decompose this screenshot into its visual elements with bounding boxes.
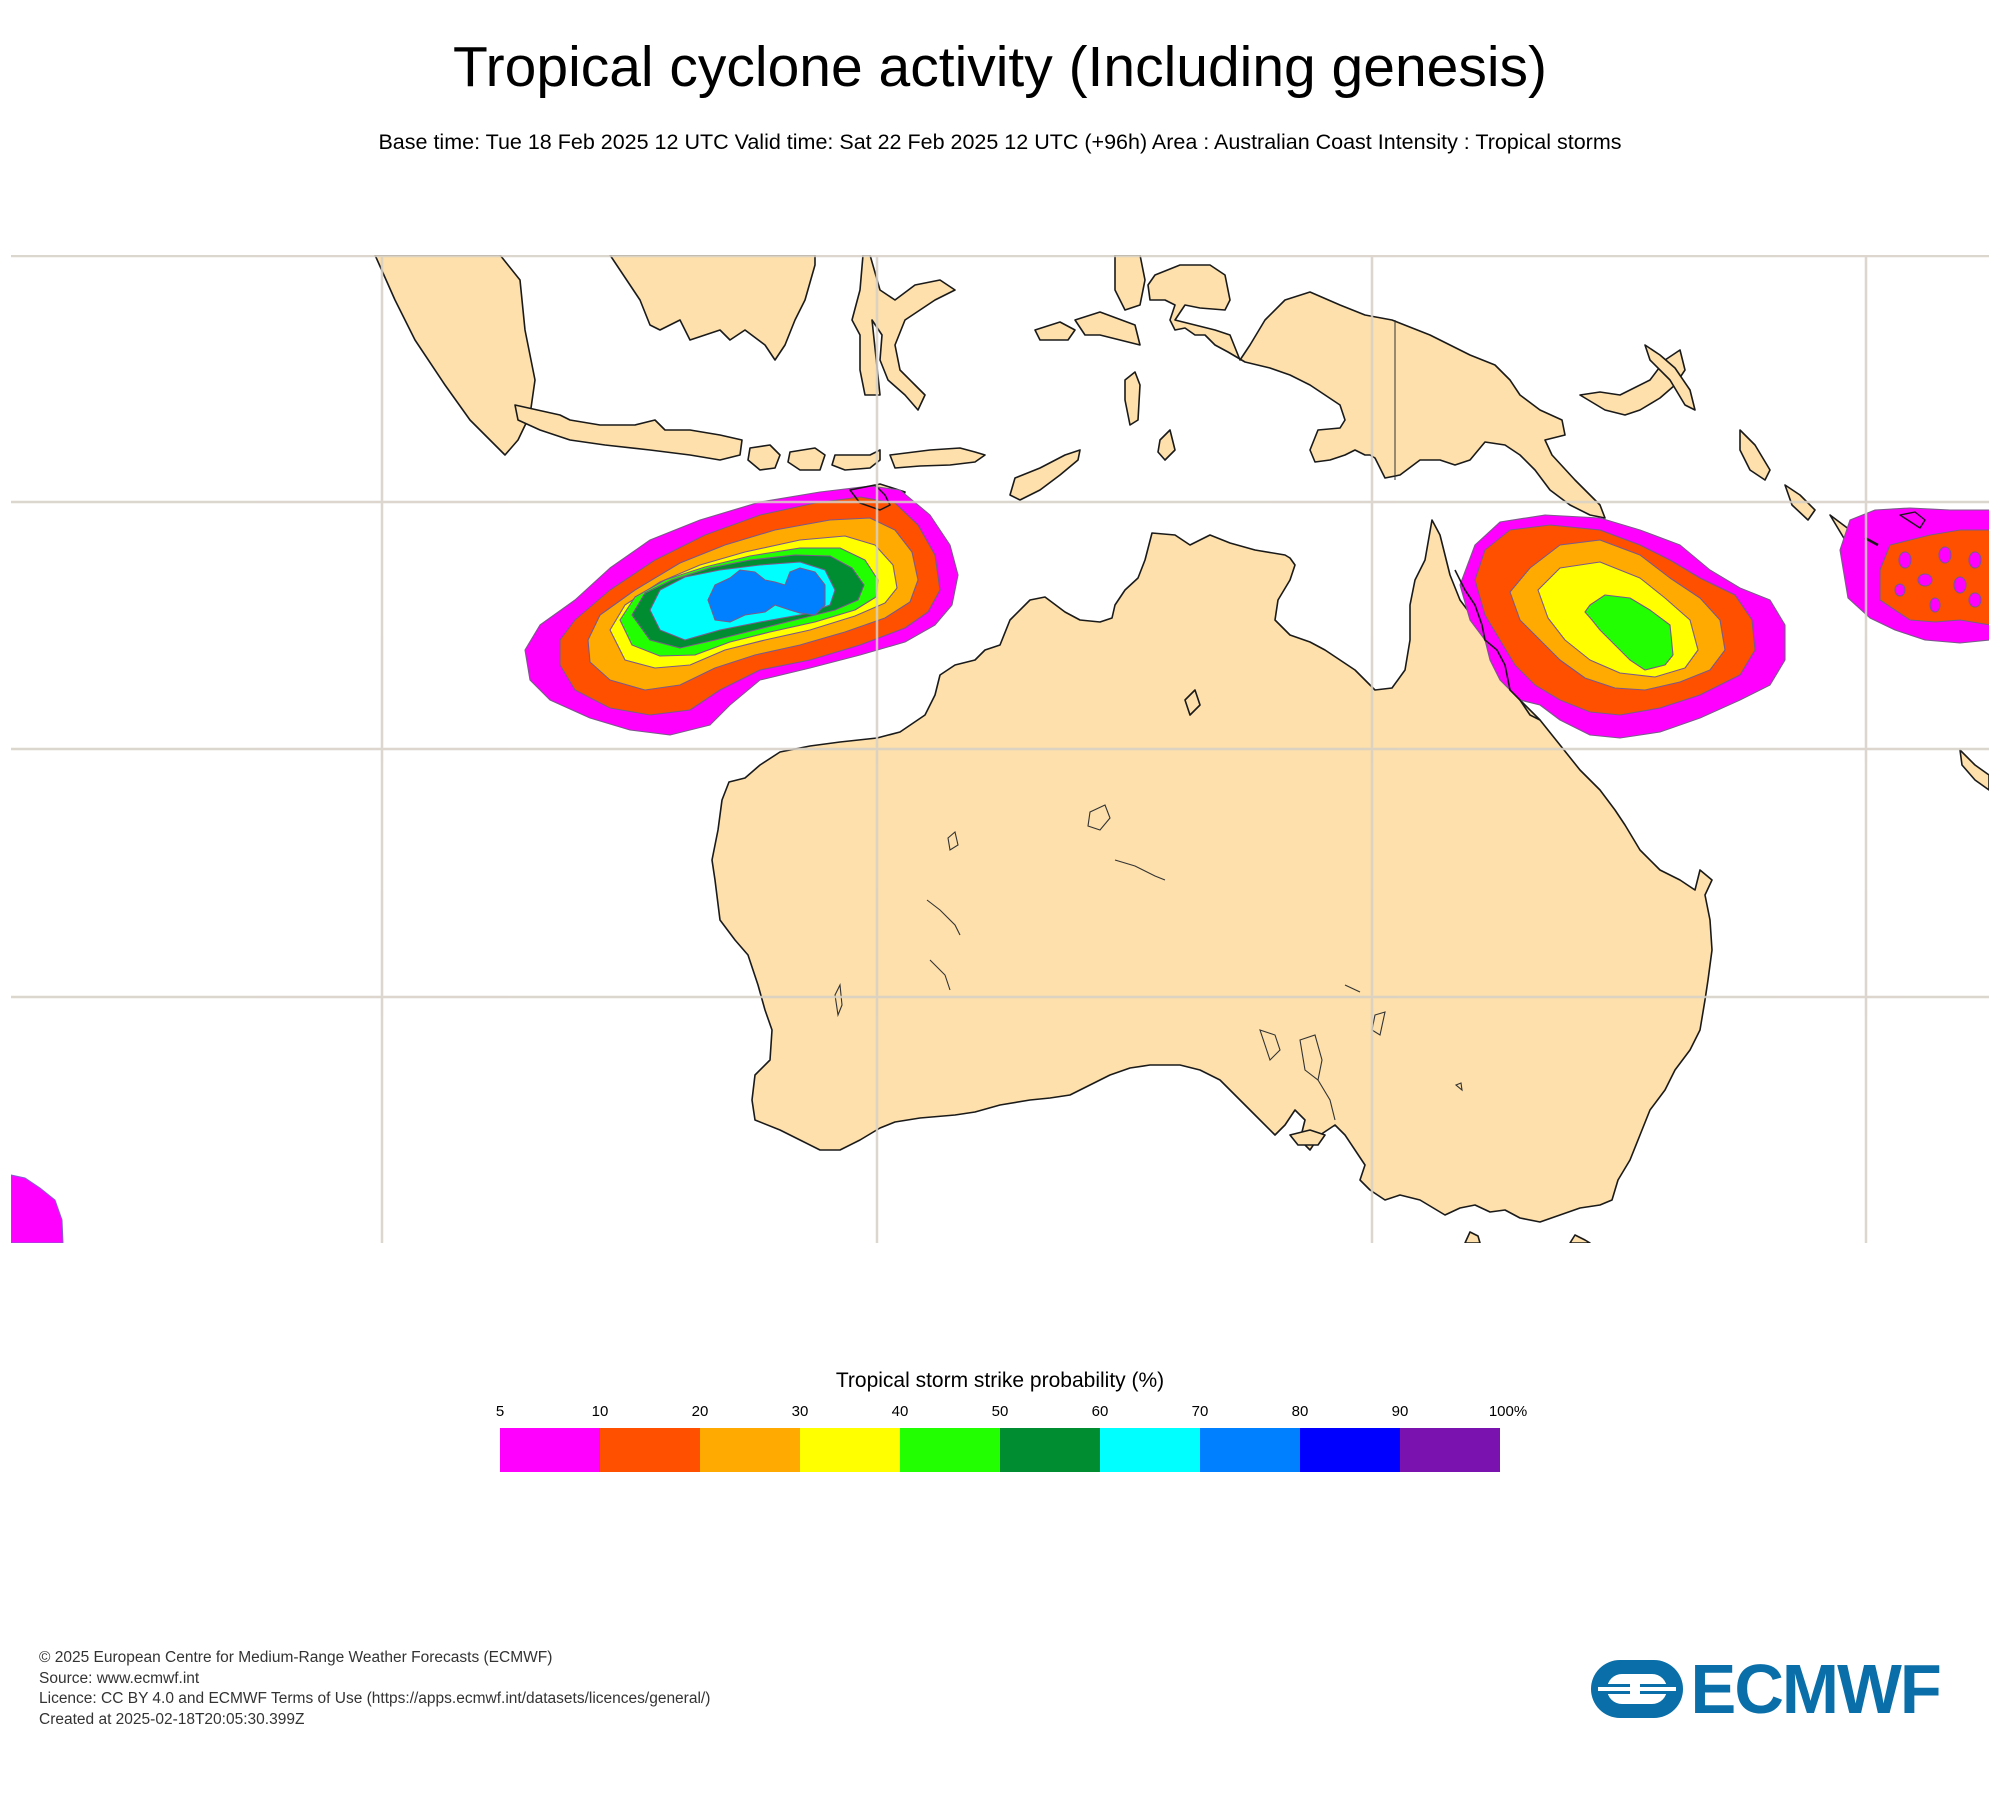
source-text: Source: www.ecmwf.int <box>39 1669 200 1687</box>
legend-tick-labels: 5 10 20 30 40 50 60 70 80 90 100% <box>0 1403 2000 1423</box>
chart-title: Tropical cyclone activity (Including gen… <box>452 35 1548 99</box>
licence-text: Licence: CC BY 4.0 and ECMWF Terms of Us… <box>39 1690 711 1707</box>
storm-east <box>1459 514 1786 739</box>
colorbar-swatch <box>1300 1428 1400 1472</box>
legend-tick: 5 <box>495 1403 505 1420</box>
colorbar-swatch <box>500 1428 600 1472</box>
colorbar-swatch <box>900 1428 1000 1472</box>
legend-tick: 20 <box>691 1403 709 1420</box>
ecmwf-logo-icon <box>1590 1660 1684 1718</box>
legend-tick: 40 <box>891 1403 909 1420</box>
storm-southwest-edge <box>11 1174 64 1243</box>
colorbar-swatch <box>1400 1428 1500 1472</box>
storm-west <box>524 484 959 736</box>
graticule <box>11 255 1989 1243</box>
legend-title: Tropical storm strike probability (%) <box>835 1369 1165 1392</box>
colorbar-swatch <box>600 1428 700 1472</box>
copyright-text: © 2025 European Centre for Medium-Range … <box>39 1649 553 1666</box>
legend-tick: 60 <box>1091 1403 1109 1420</box>
colorbar <box>500 1428 1500 1472</box>
legend-tick: 70 <box>1191 1403 1209 1420</box>
colorbar-swatch <box>1200 1428 1300 1472</box>
colorbar-swatch <box>800 1428 900 1472</box>
legend-tick: 50 <box>991 1403 1009 1420</box>
legend-tick: 80 <box>1291 1403 1309 1420</box>
legend-tick: 90 <box>1391 1403 1409 1420</box>
legend-tick: 10 <box>591 1403 609 1420</box>
inland-lakes <box>834 804 1463 1121</box>
storm-far-east <box>1839 507 1989 644</box>
created-text: Created at 2025-02-18T20:05:30.399Z <box>39 1710 305 1728</box>
colorbar-swatch <box>700 1428 800 1472</box>
colorbar-swatch <box>1000 1428 1100 1472</box>
legend-tick: 100% <box>1488 1403 1528 1420</box>
footer-credits: © 2025 European Centre for Medium-Range … <box>39 1648 710 1730</box>
legend-tick: 30 <box>791 1403 809 1420</box>
ecmwf-logo-text: ECMWF <box>1690 1650 1942 1728</box>
colorbar-swatch <box>1100 1428 1200 1472</box>
ecmwf-logo: ECMWF <box>1590 1650 1962 1728</box>
chart-subtitle: Base time: Tue 18 Feb 2025 12 UTC Valid … <box>378 130 1622 154</box>
